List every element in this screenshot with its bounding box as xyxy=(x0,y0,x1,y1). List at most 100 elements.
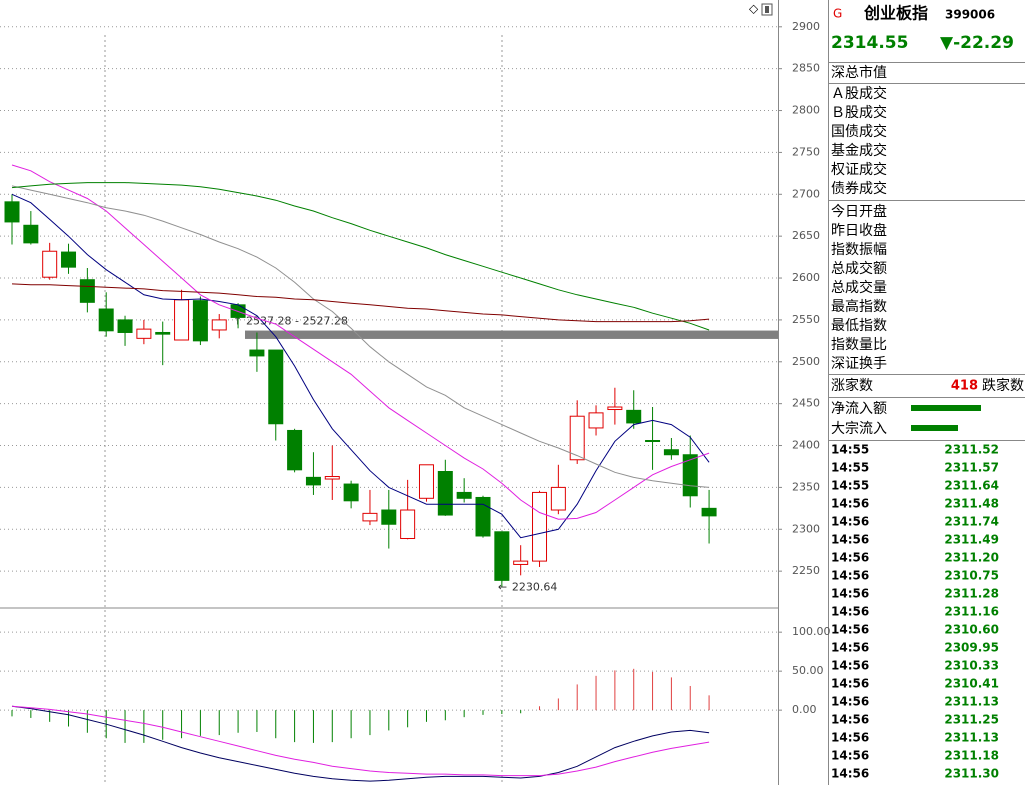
flow-bar xyxy=(911,425,958,431)
tick-price: 2310.75 xyxy=(944,569,999,583)
tick-price: 2309.95 xyxy=(944,641,999,655)
candle-body xyxy=(136,328,152,339)
flow-label: 净流入额 xyxy=(831,401,887,417)
tick-time: 14:56 xyxy=(831,605,869,619)
tick-price: 2311.20 xyxy=(944,551,999,565)
indicator-line xyxy=(11,705,710,782)
y-tick-label: 2750 xyxy=(792,145,820,158)
candle-body xyxy=(287,429,303,471)
price: 2314.55 xyxy=(831,33,908,53)
tick-price: 2311.13 xyxy=(944,695,999,709)
low-arrow: ← xyxy=(498,580,507,593)
candle-body xyxy=(550,486,566,511)
candle-body xyxy=(343,483,359,502)
tick-time: 14:56 xyxy=(831,551,869,565)
candle-body xyxy=(588,412,604,429)
candle-body xyxy=(532,491,548,562)
candle-body xyxy=(268,349,284,425)
down-label: 跌家数 xyxy=(982,377,1024,394)
tick-time: 14:56 xyxy=(831,695,869,709)
candle-body xyxy=(4,201,20,223)
panel-toggle-icon xyxy=(765,6,769,13)
field-label: 总成交量 xyxy=(831,279,887,296)
indicator-line xyxy=(11,705,710,777)
candle-body xyxy=(362,512,378,522)
tick-price: 2311.30 xyxy=(944,767,999,781)
y-tick-label: 2850 xyxy=(792,62,820,75)
tick-time: 14:56 xyxy=(831,623,869,637)
field-label: 指数量比 xyxy=(831,337,887,353)
low-label: 2230.64 xyxy=(512,580,557,593)
indicator-line xyxy=(11,185,710,488)
candle-body xyxy=(23,224,39,244)
y-tick-label: 2700 xyxy=(792,187,820,200)
y-tick-label: 2250 xyxy=(792,564,820,577)
candle-body xyxy=(79,279,95,303)
candle-body xyxy=(61,251,77,268)
tick-price: 2311.25 xyxy=(944,713,999,727)
candle-body xyxy=(98,308,114,332)
tick-time: 14:56 xyxy=(831,731,869,745)
tick-price: 2311.57 xyxy=(944,461,999,475)
candle-body xyxy=(475,496,491,537)
candle-body xyxy=(569,415,585,461)
candle-body xyxy=(418,464,434,499)
tick-time: 14:56 xyxy=(831,713,869,727)
range-band xyxy=(245,330,778,339)
tick-price: 2311.13 xyxy=(944,731,999,745)
y-tick-label: 0.00 xyxy=(792,703,817,716)
tick-time: 14:56 xyxy=(831,659,869,673)
tick-price: 2311.49 xyxy=(944,533,999,547)
y-tick-label: 2450 xyxy=(792,397,820,410)
tick-time: 14:55 xyxy=(831,461,869,475)
tick-price: 2311.48 xyxy=(944,497,999,511)
change: ▼-22.29 xyxy=(940,33,1014,53)
tick-time: 14:56 xyxy=(831,533,869,547)
field-label: 今日开盘 xyxy=(831,203,887,220)
candle-body xyxy=(513,560,529,565)
tick-price: 2311.64 xyxy=(944,479,999,493)
y-tick-label: 2600 xyxy=(792,271,820,284)
field-label: 深证换手 xyxy=(831,355,887,372)
field-label: 指数振幅 xyxy=(831,242,887,258)
candle-body xyxy=(701,507,717,517)
field-label: Ｂ股成交 xyxy=(831,104,887,121)
tick-time: 14:56 xyxy=(831,767,869,781)
field-label: 基金成交 xyxy=(831,142,887,159)
y-tick-label: 2350 xyxy=(792,480,820,493)
indicator-line xyxy=(11,283,710,323)
candle-body xyxy=(400,509,416,539)
candle-body xyxy=(645,440,661,443)
candle-body xyxy=(117,319,133,333)
candle-body xyxy=(381,509,397,525)
y-tick-label: 100.00 xyxy=(792,625,831,638)
tick-time: 14:55 xyxy=(831,479,869,493)
tick-time: 14:56 xyxy=(831,749,869,763)
indicator-line xyxy=(11,182,710,331)
indicator-line xyxy=(11,193,710,539)
up-count: 418 xyxy=(951,379,978,394)
tick-price: 2310.41 xyxy=(944,677,999,691)
market-letter: G xyxy=(833,7,842,21)
tick-time: 14:56 xyxy=(831,587,869,601)
tick-time: 14:56 xyxy=(831,677,869,691)
candle-body xyxy=(663,449,679,456)
y-tick-label: 2550 xyxy=(792,313,820,326)
diamond-icon[interactable]: ◇ xyxy=(749,2,759,16)
up-label: 涨家数 xyxy=(831,377,873,394)
candle-body xyxy=(682,454,698,497)
candle-body xyxy=(192,300,208,342)
candle-body xyxy=(494,531,510,581)
field-label: 最高指数 xyxy=(831,298,887,315)
tick-time: 14:56 xyxy=(831,569,869,583)
tick-time: 14:55 xyxy=(831,443,869,457)
field-label: 国债成交 xyxy=(831,123,887,140)
candle-body xyxy=(324,476,340,480)
y-tick-label: 2500 xyxy=(792,355,820,368)
flow-bar xyxy=(911,405,981,411)
tick-time: 14:56 xyxy=(831,497,869,511)
field-label: 债券成交 xyxy=(831,180,887,197)
tick-time: 14:56 xyxy=(831,515,869,529)
field-label: Ａ股成交 xyxy=(831,85,887,102)
